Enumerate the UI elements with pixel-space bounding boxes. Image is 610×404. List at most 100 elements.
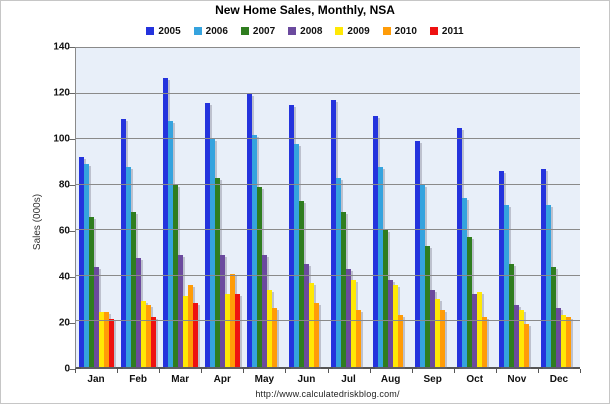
bar-2008-jun: [304, 264, 309, 367]
bar-2005-aug: [373, 116, 378, 367]
x-axis-labels: Jan Feb Mar Apr May Jun Jul Aug Sep Oct Nov Dec: [75, 374, 580, 385]
bar-2009-jun: [309, 282, 314, 367]
bar-2009-may: [267, 289, 272, 367]
y-tick-mark: [69, 369, 75, 370]
x-tick-mark: [243, 369, 245, 373]
bar-group-nov: [496, 48, 538, 367]
bar-group-jul: [328, 48, 370, 367]
bar-group-sep: [412, 48, 454, 367]
bar-2007-mar: [173, 184, 178, 367]
bar-2009-dec: [561, 314, 566, 367]
legend-item-2011: 2011: [429, 26, 464, 37]
x-tick-label-nov: Nov: [507, 374, 527, 385]
bar-2009-jul: [351, 280, 356, 367]
y-tick-mark: [69, 323, 75, 324]
y-tick-label: 100: [53, 133, 70, 145]
bar-2010-nov: [524, 323, 529, 367]
bar-group-oct: [454, 48, 496, 367]
bar-2006-nov: [504, 205, 509, 367]
bar-2011-jan: [109, 319, 114, 367]
gridline: [76, 138, 580, 140]
bar-2007-jul: [341, 212, 346, 367]
gridline: [76, 229, 580, 231]
bar-2007-aug: [383, 230, 388, 367]
legend-swatch-icon: [193, 27, 202, 35]
x-tick-label-may: May: [254, 374, 275, 385]
bar-2008-sep: [430, 289, 435, 367]
bar-2006-may: [252, 134, 257, 367]
bar-2009-oct: [477, 291, 482, 367]
bar-2007-may: [257, 187, 262, 367]
bar-2006-sep: [420, 184, 425, 367]
legend-label: 2006: [205, 25, 228, 37]
legend-label: 2008: [300, 25, 323, 37]
bar-2006-jun: [294, 143, 299, 367]
bar-2009-mar: [183, 296, 188, 367]
bar-2007-nov: [509, 264, 514, 367]
plot-area: [75, 47, 580, 369]
bar-2008-may: [262, 255, 267, 367]
bar-2008-mar: [178, 255, 183, 367]
bar-group-feb: [118, 48, 160, 367]
bar-2005-jun: [289, 104, 294, 367]
legend-label: 2005: [158, 25, 181, 37]
bar-2006-jul: [336, 177, 341, 367]
y-tick-label: 40: [58, 271, 70, 283]
y-tick-label: 80: [58, 179, 70, 191]
gridline: [76, 320, 580, 322]
bar-2007-jun: [299, 200, 304, 367]
bar-2005-dec: [541, 168, 546, 367]
y-tick-mark: [69, 47, 75, 48]
x-tick-label-oct: Oct: [466, 374, 484, 385]
bar-2006-feb: [126, 166, 131, 367]
bar-2008-jul: [346, 269, 351, 367]
bar-2009-sep: [435, 298, 440, 367]
bar-2010-mar: [188, 284, 193, 367]
bar-2007-jan: [89, 216, 94, 367]
x-tick-label-sep: Sep: [423, 374, 442, 385]
x-tick-label-jun: Jun: [297, 374, 316, 385]
bar-2005-feb: [121, 118, 126, 367]
x-tick-mark: [580, 369, 581, 373]
legend-swatch-icon: [335, 27, 344, 35]
y-tick-mark: [69, 231, 75, 232]
bar-group-jan: [76, 48, 118, 367]
bar-groups: [76, 48, 580, 367]
x-tick-mark: [201, 369, 203, 373]
bar-2011-apr: [235, 294, 240, 367]
bar-2005-jul: [331, 100, 336, 367]
bar-2009-aug: [393, 284, 398, 367]
bar-2005-nov: [499, 171, 504, 367]
bar-2008-jan: [94, 266, 99, 367]
legend-swatch-icon: [382, 27, 391, 35]
bar-2010-aug: [398, 314, 403, 367]
legend-label: 2010: [394, 25, 417, 37]
bar-2007-dec: [551, 266, 556, 367]
legend-item-2008: 2008: [288, 26, 322, 37]
legend-label: 2009: [347, 25, 370, 37]
bar-2011-feb: [151, 316, 156, 367]
y-tick-label: 60: [58, 225, 70, 237]
legend-item-2007: 2007: [240, 26, 275, 37]
x-tick-mark: [453, 369, 455, 373]
bar-2010-dec: [566, 316, 571, 367]
x-tick-label-apr: Apr: [213, 374, 231, 385]
x-tick-mark: [369, 369, 371, 373]
bar-2010-apr: [230, 273, 235, 367]
bar-2010-may: [272, 307, 277, 367]
bar-2009-feb: [141, 300, 146, 367]
bar-2007-sep: [425, 246, 430, 367]
bar-2008-nov: [514, 305, 519, 367]
bar-2006-oct: [462, 198, 467, 367]
bar-2006-apr: [210, 139, 215, 367]
bar-2005-sep: [415, 141, 420, 367]
y-tick-mark: [69, 277, 75, 278]
legend-item-2010: 2010: [382, 25, 417, 37]
bar-group-may: [244, 48, 286, 367]
gridline: [76, 183, 580, 185]
y-tick-mark: [69, 139, 75, 140]
legend-swatch-icon: [240, 27, 249, 35]
legend-item-2006: 2006: [193, 25, 228, 37]
footer-url: http://www.calculatedriskblog.com/: [255, 389, 400, 399]
bar-2008-aug: [388, 280, 393, 367]
